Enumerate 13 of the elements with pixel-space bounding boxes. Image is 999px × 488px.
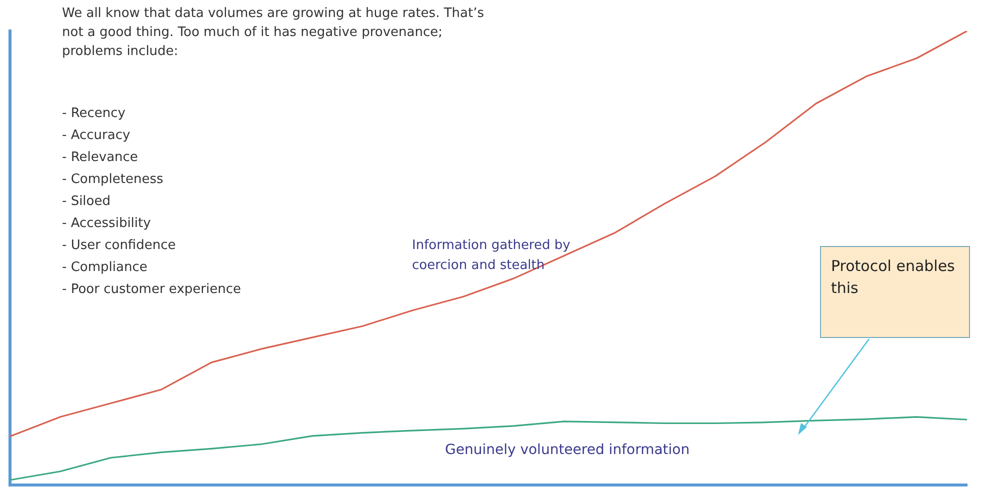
annotation: We all know that data volumes are growing at huge rates. That’s not a good thing. Too much of it has negative provenance; problems include:	[62, 5, 485, 61]
annotation: - User confidence	[62, 237, 177, 255]
callout-box: Protocol enables this	[820, 246, 970, 338]
annotation: - Compliance	[62, 259, 148, 277]
annotation: - Siloed	[62, 193, 112, 211]
annotation: - Accuracy	[62, 127, 132, 145]
annotation: - Relevance	[62, 149, 139, 167]
series-label: Genuinely volunteered information	[445, 441, 691, 460]
annotation: - Accessibility	[62, 215, 152, 233]
annotation: - Completeness	[62, 171, 164, 189]
series-label: Information gathered by coercion and stealth	[412, 237, 572, 275]
annotation: - Poor customer experience	[62, 281, 242, 299]
annotation: - Recency	[62, 105, 126, 123]
